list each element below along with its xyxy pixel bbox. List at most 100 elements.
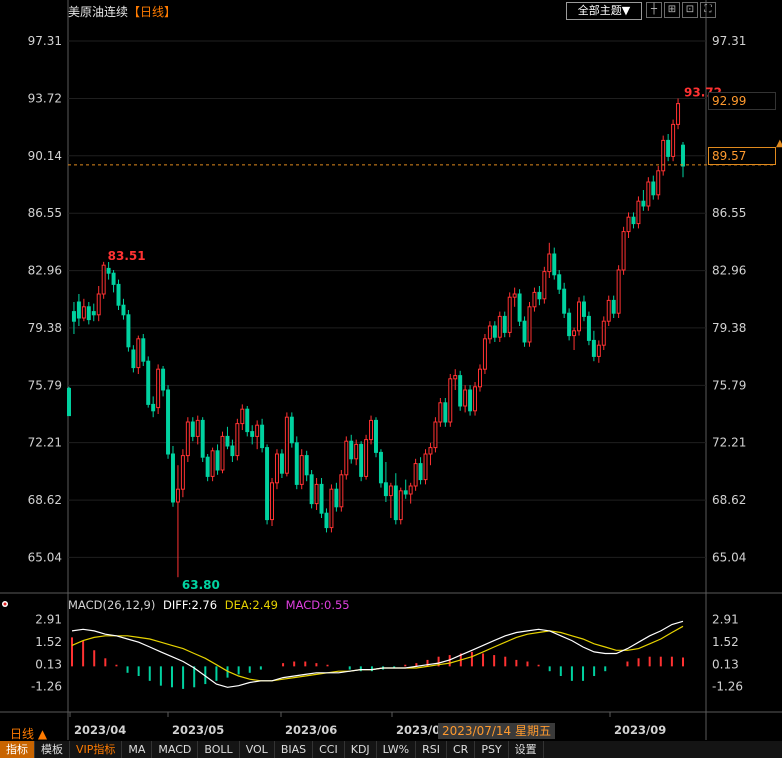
x-tick-label: 2023/04 [74, 723, 126, 737]
crosshair-icon[interactable]: ┼ [646, 2, 662, 18]
y-tick-label-right: 79.38 [712, 321, 746, 335]
y-tick-label-left: 93.72 [28, 91, 62, 105]
grid-icon[interactable]: ⊞ [664, 2, 680, 18]
candle-down [681, 144, 685, 167]
theme-dropdown-button[interactable]: 全部主题▼ [566, 2, 642, 20]
last-price-tag: 92.99 [708, 92, 776, 110]
candle-down [349, 440, 354, 460]
x-tick-label: 2023/05 [172, 723, 224, 737]
candle-down [666, 139, 671, 157]
tab-vip-indicators[interactable]: VIP指标 [70, 741, 123, 758]
x-tick-label: 2023/07 [396, 723, 448, 737]
candle-up [195, 419, 200, 437]
candle-up [96, 293, 101, 316]
candle-up [453, 375, 458, 380]
candle-up [572, 330, 577, 337]
candle-down [151, 403, 156, 412]
candle-down [146, 360, 151, 405]
candle-up [463, 389, 468, 407]
y-tick-label-right: 72.21 [712, 436, 746, 450]
candle-down [289, 416, 294, 444]
candle-down [200, 419, 205, 458]
tab-lw[interactable]: LW% [377, 741, 417, 758]
tab-boll[interactable]: BOLL [198, 741, 240, 758]
candle-up [408, 485, 413, 495]
tab-cr[interactable]: CR [447, 741, 476, 758]
candle-up [339, 474, 344, 508]
tab-cci[interactable]: CCI [313, 741, 345, 758]
y-tick-label-right: 97.31 [712, 34, 746, 48]
candle-down [468, 389, 473, 412]
y-tick-label-left: 90.14 [28, 149, 62, 163]
macd-legend-name: MACD(26,12,9) [68, 598, 156, 612]
tab-ma[interactable]: MA [122, 741, 153, 758]
tab-bias[interactable]: BIAS [275, 741, 314, 758]
annotation-high-label: 83.51 [108, 249, 146, 263]
y-tick-label-left: 65.04 [28, 550, 62, 564]
candle-up [364, 439, 369, 477]
tab-templates[interactable]: 模板 [35, 741, 70, 758]
candle-down [215, 450, 220, 471]
candle-down [502, 315, 507, 333]
instrument-name: 美原油连续 [68, 5, 129, 19]
candle-up [270, 482, 275, 521]
candle-down [567, 312, 572, 337]
tab-vol[interactable]: VOL [240, 741, 275, 758]
candle-down [170, 453, 175, 503]
candle-down [279, 453, 284, 474]
candle-up [616, 269, 621, 314]
candle-up [101, 264, 106, 295]
candle-up [527, 306, 532, 343]
candle-down [161, 368, 166, 391]
candle-down [131, 349, 136, 369]
candle-down [126, 314, 131, 348]
candle-down [230, 445, 235, 457]
candle-up [255, 424, 260, 437]
y-tick-label-left: 97.31 [28, 34, 62, 48]
candle-up [398, 490, 403, 521]
candle-down [611, 299, 616, 314]
candle-down [334, 488, 339, 508]
candle-down [443, 402, 448, 423]
candle-up [507, 296, 512, 333]
macd-tick-label-right: 1.52 [712, 635, 739, 649]
candle-down [552, 253, 557, 276]
cursor-date-label: 2023/07/14 星期五 [438, 723, 555, 739]
candle-up [482, 338, 487, 370]
candle-down [591, 339, 596, 357]
candle-up [512, 293, 517, 298]
candle-down [393, 485, 398, 521]
candle-down [304, 455, 309, 476]
candle-down [374, 419, 378, 453]
candle-up [438, 402, 443, 423]
candle-down [190, 421, 195, 437]
tab-psy[interactable]: PSY [475, 741, 509, 758]
candle-down [458, 375, 463, 407]
macd-tick-label-right: -1.26 [712, 680, 743, 694]
candle-up [497, 315, 502, 338]
tab-rsi[interactable]: RSI [416, 741, 447, 758]
expand-icon[interactable]: ⊡ [682, 2, 698, 18]
cursor-price-tag: 89.57 [708, 147, 776, 165]
period-switch[interactable]: 日线 ▲ [10, 727, 48, 741]
candle-up [156, 368, 161, 409]
candle-up [676, 103, 681, 125]
candle-down [492, 325, 497, 338]
candle-up [473, 386, 478, 412]
candle-up [596, 344, 601, 357]
candle-up [235, 423, 240, 457]
y-tick-label-left: 86.55 [28, 206, 62, 220]
fullscreen-icon[interactable]: ⛶ [700, 2, 716, 18]
tab-settings[interactable]: 设置 [509, 741, 544, 758]
tab-indicators[interactable]: 指标 [0, 741, 35, 758]
tab-macd[interactable]: MACD [152, 741, 199, 758]
candle-up [646, 181, 651, 207]
candle-down [141, 338, 146, 362]
candle-up [284, 416, 289, 474]
price-marker-icon: ▲ [776, 138, 782, 149]
tab-kdj[interactable]: KDJ [345, 741, 377, 758]
candle-up [542, 271, 547, 300]
candle-up [220, 435, 225, 471]
